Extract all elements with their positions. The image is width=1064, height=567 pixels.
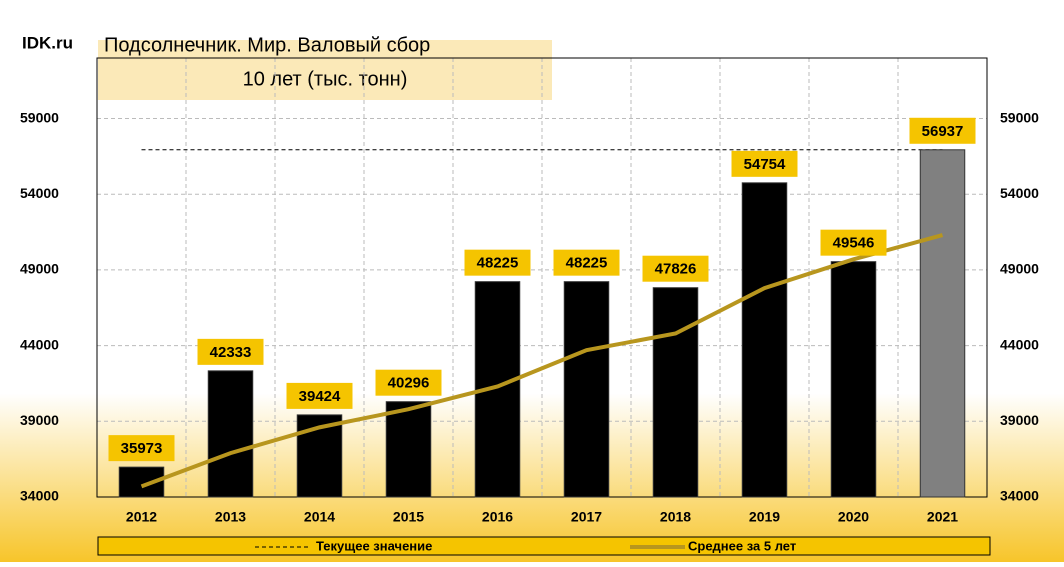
y-tick-label: 44000 xyxy=(20,336,59,352)
x-tick-label: 2012 xyxy=(126,509,157,525)
value-label: 35973 xyxy=(121,440,163,457)
bar xyxy=(652,287,699,498)
value-label: 40296 xyxy=(388,375,430,392)
x-tick-label: 2014 xyxy=(304,509,335,525)
y2-tick-label: 49000 xyxy=(1000,261,1039,277)
legend-label: Среднее за 5 лет xyxy=(688,538,796,553)
x-tick-label: 2021 xyxy=(927,509,958,525)
x-tick-label: 2019 xyxy=(749,509,780,525)
y2-tick-label: 59000 xyxy=(1000,109,1039,125)
bar xyxy=(563,281,610,498)
bar xyxy=(741,182,788,498)
x-tick-label: 2017 xyxy=(571,509,602,525)
y2-tick-label: 39000 xyxy=(1000,412,1039,428)
x-tick-label: 2016 xyxy=(482,509,513,525)
value-label-box xyxy=(731,150,798,177)
x-tick-label: 2020 xyxy=(838,509,869,525)
x-tick-label: 2018 xyxy=(660,509,691,525)
chart-subtitle: 10 лет (тыс. тонн) xyxy=(243,68,408,90)
y-tick-label: 59000 xyxy=(20,109,59,125)
value-label: 54754 xyxy=(744,156,786,173)
brand: IDK.ru xyxy=(22,33,73,52)
value-label-box xyxy=(909,117,976,144)
value-label-box xyxy=(375,369,442,396)
value-label: 48225 xyxy=(566,255,608,272)
y2-tick-label: 34000 xyxy=(1000,488,1039,504)
legend-box xyxy=(97,536,991,556)
value-label-box xyxy=(464,249,531,276)
bar xyxy=(385,401,432,498)
x-tick-label: 2015 xyxy=(393,509,424,525)
value-label: 49546 xyxy=(833,235,875,252)
bar xyxy=(830,261,877,498)
value-label-box xyxy=(108,435,175,462)
legend-label: Текущее значение xyxy=(316,538,432,553)
value-label-box xyxy=(553,249,620,276)
y-tick-label: 34000 xyxy=(20,488,59,504)
value-label-box xyxy=(286,382,353,409)
y2-tick-label: 44000 xyxy=(1000,336,1039,352)
value-label: 47826 xyxy=(655,261,697,278)
chart-title: Подсолнечник. Мир. Валовый сбор xyxy=(104,34,430,56)
average-line xyxy=(140,233,944,489)
bar xyxy=(919,149,966,498)
value-label: 48225 xyxy=(477,255,519,272)
value-label-box xyxy=(197,338,264,365)
title-box xyxy=(98,40,552,100)
value-label-box xyxy=(642,255,709,282)
value-label: 39424 xyxy=(299,388,341,405)
x-tick-label: 2013 xyxy=(215,509,246,525)
value-label: 56937 xyxy=(922,123,964,140)
y2-tick-label: 54000 xyxy=(1000,185,1039,201)
plot-border xyxy=(96,57,988,498)
value-label-box xyxy=(820,229,887,256)
bar xyxy=(207,370,254,498)
y-tick-label: 39000 xyxy=(20,412,59,428)
y-tick-label: 49000 xyxy=(20,261,59,277)
y-tick-label: 54000 xyxy=(20,185,59,201)
value-label: 42333 xyxy=(210,344,252,361)
